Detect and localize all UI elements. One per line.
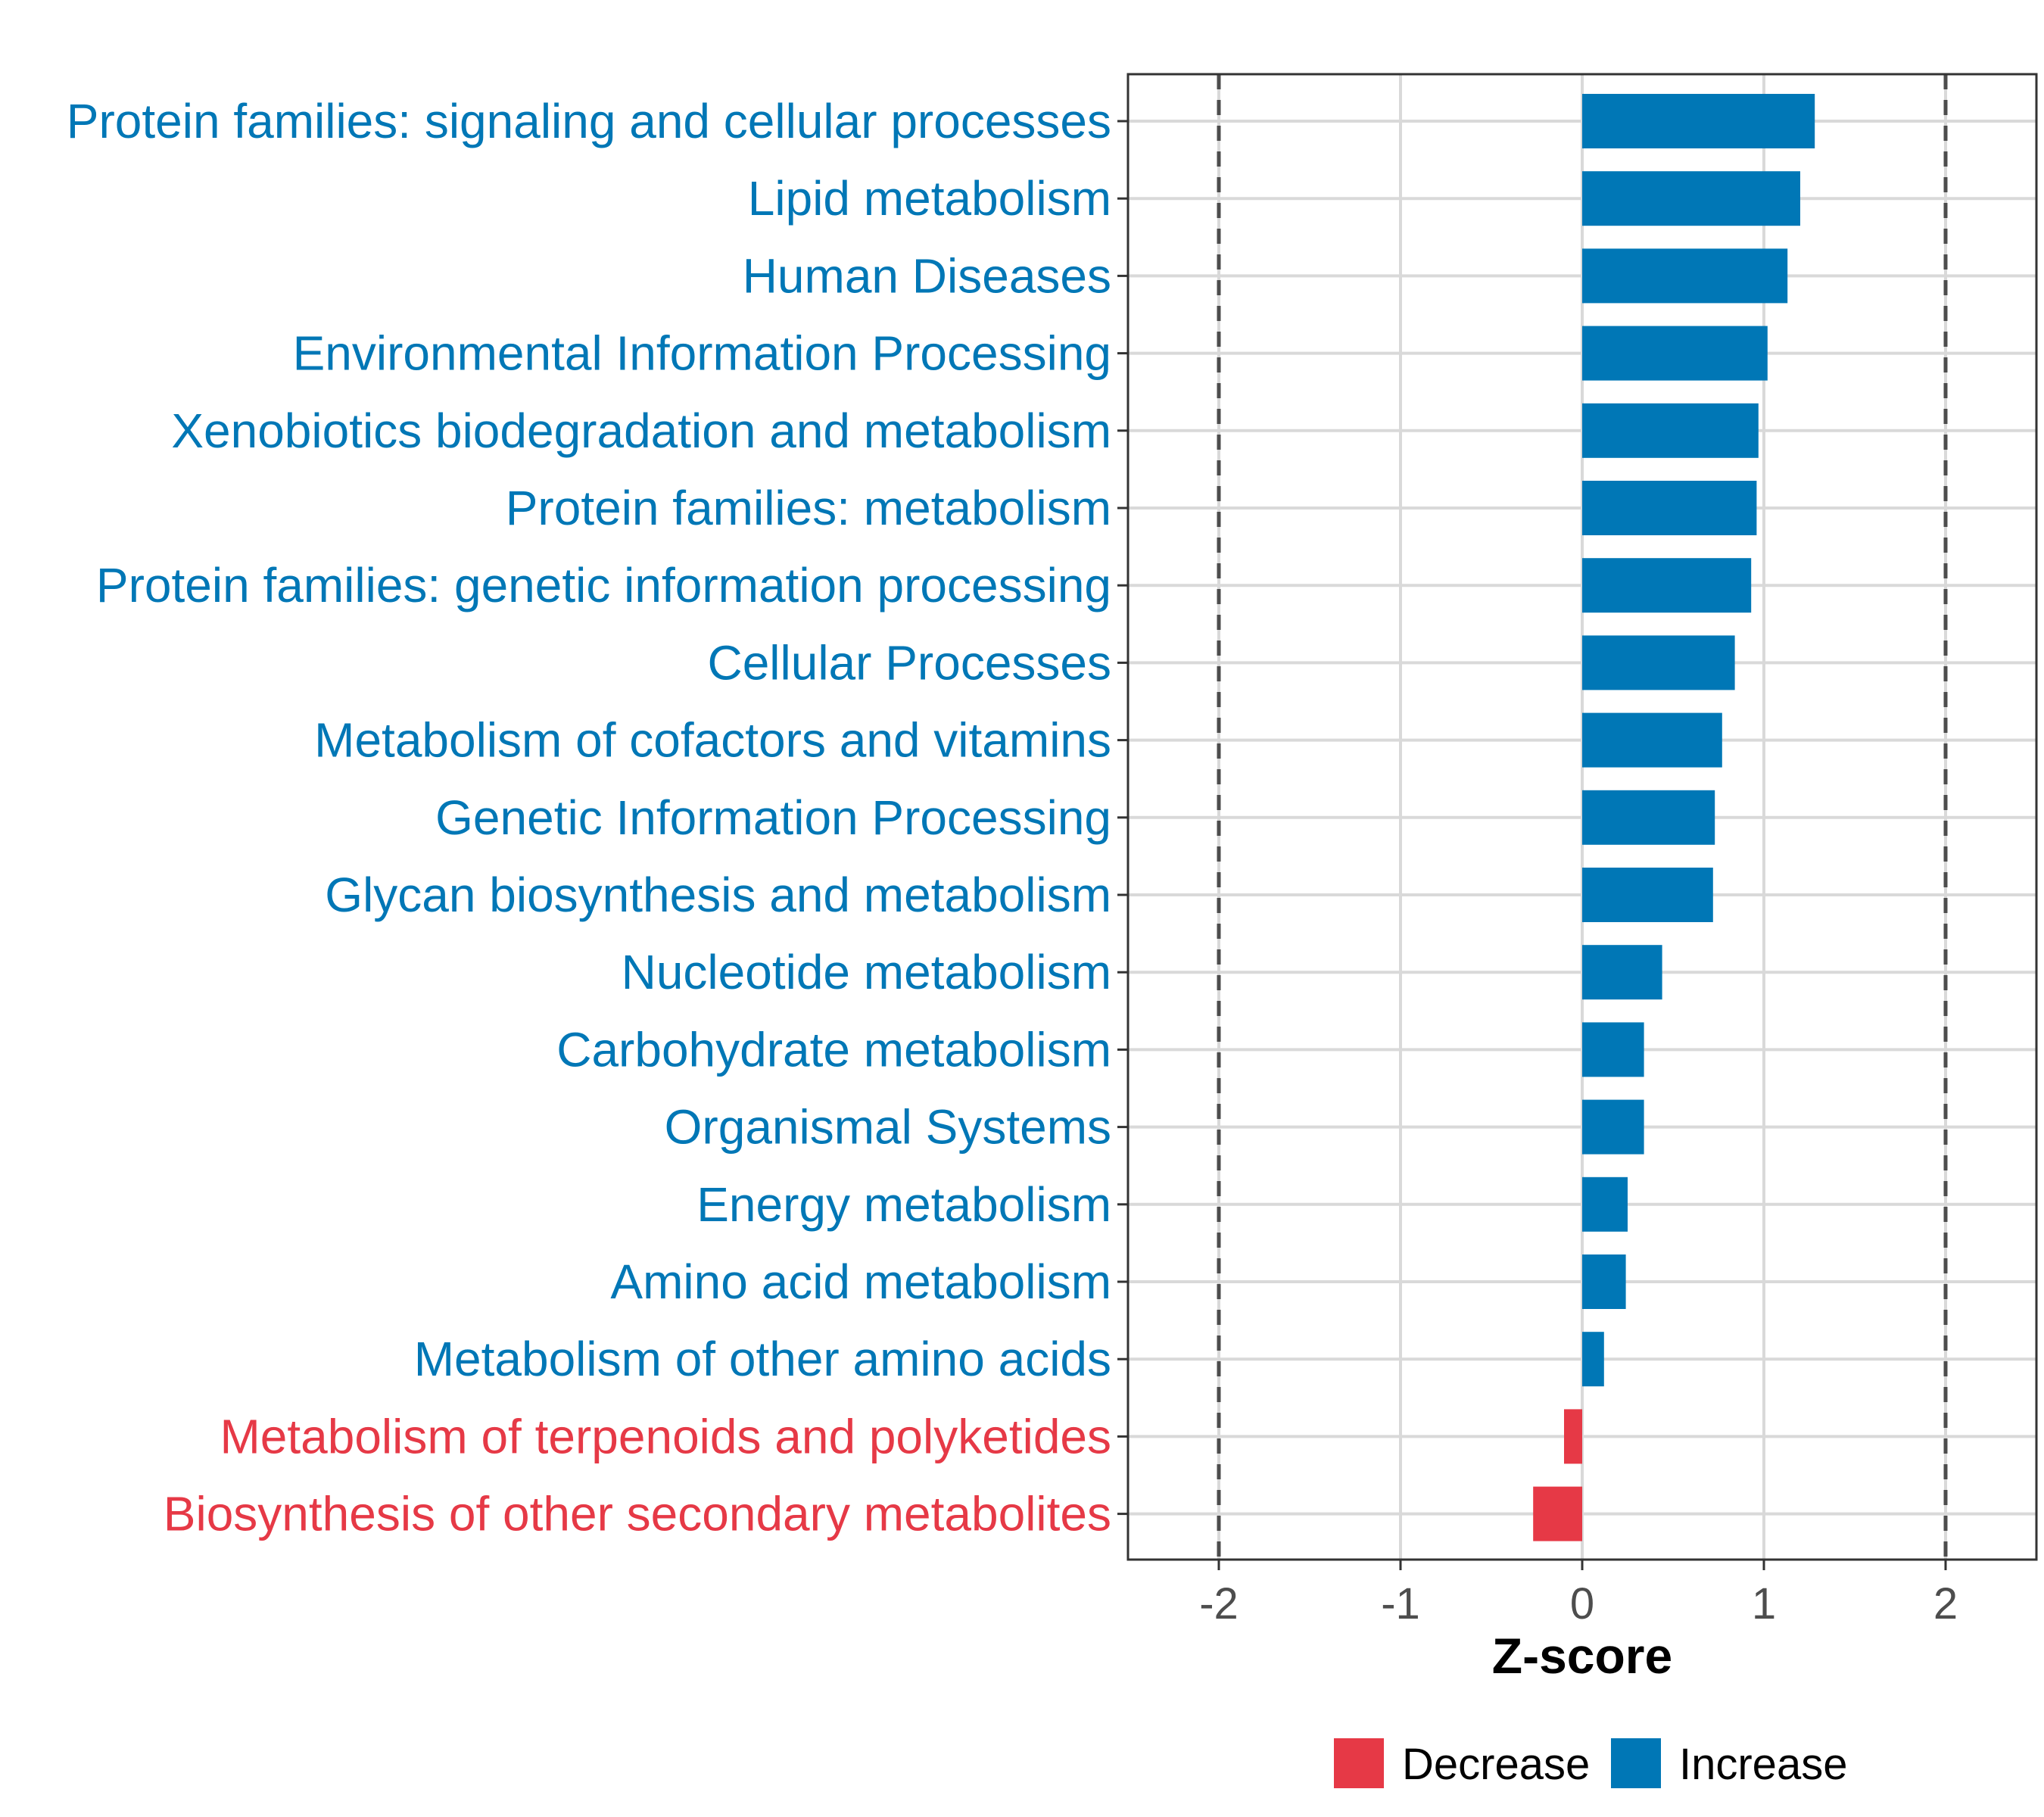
category-label: Genetic Information Processing bbox=[435, 790, 1111, 845]
bar bbox=[1533, 1486, 1582, 1541]
bar bbox=[1582, 558, 1752, 613]
category-label: Amino acid metabolism bbox=[610, 1254, 1111, 1309]
bar bbox=[1582, 248, 1788, 304]
category-label: Human Diseases bbox=[743, 248, 1111, 303]
bar bbox=[1582, 790, 1715, 845]
bar bbox=[1582, 712, 1722, 768]
x-tick-label: 1 bbox=[1752, 1579, 1776, 1628]
category-label: Lipid metabolism bbox=[748, 171, 1111, 226]
category-label: Organismal Systems bbox=[665, 1100, 1111, 1155]
category-label: Carbohydrate metabolism bbox=[556, 1022, 1111, 1077]
category-label: Environmental Information Processing bbox=[293, 326, 1111, 381]
bar bbox=[1582, 868, 1713, 922]
x-tick-label: 2 bbox=[1933, 1579, 1958, 1628]
category-label: Biosynthesis of other secondary metaboli… bbox=[164, 1487, 1111, 1541]
category-label: Metabolism of cofactors and vitamins bbox=[314, 713, 1111, 768]
category-label: Protein families: signaling and cellular… bbox=[67, 94, 1111, 148]
bar bbox=[1582, 1177, 1628, 1232]
bar bbox=[1582, 635, 1735, 690]
category-label: Energy metabolism bbox=[696, 1177, 1111, 1232]
category-label: Protein families: genetic information pr… bbox=[96, 558, 1111, 612]
category-label: Metabolism of other amino acids bbox=[414, 1332, 1111, 1386]
bar bbox=[1582, 326, 1768, 381]
legend-swatch-decrease bbox=[1334, 1738, 1384, 1788]
category-label: Glycan biosynthesis and metabolism bbox=[325, 868, 1111, 922]
x-tick-label: 0 bbox=[1570, 1579, 1594, 1628]
bar bbox=[1582, 94, 1815, 148]
category-label: Xenobiotics biodegradation and metabolis… bbox=[171, 404, 1111, 458]
category-label: Nucleotide metabolism bbox=[622, 945, 1111, 999]
legend-label-increase: Increase bbox=[1679, 1740, 1847, 1789]
bar bbox=[1582, 1022, 1644, 1077]
category-label: Cellular Processes bbox=[707, 635, 1111, 690]
bar bbox=[1582, 1254, 1626, 1309]
category-label: Protein families: metabolism bbox=[506, 481, 1111, 535]
bar bbox=[1582, 1099, 1644, 1155]
x-tick-label: -2 bbox=[1199, 1579, 1239, 1628]
x-tick-label: -1 bbox=[1381, 1579, 1420, 1628]
bar bbox=[1582, 403, 1759, 458]
bar bbox=[1582, 171, 1800, 226]
bar bbox=[1582, 481, 1757, 535]
category-label: Metabolism of terpenoids and polyketides bbox=[220, 1409, 1111, 1463]
bar bbox=[1582, 945, 1662, 1000]
legend-label-decrease: Decrease bbox=[1402, 1740, 1590, 1789]
bar bbox=[1564, 1409, 1582, 1464]
bar bbox=[1582, 1332, 1604, 1387]
x-axis-title: Z-score bbox=[1492, 1628, 1672, 1684]
legend-swatch-increase bbox=[1611, 1738, 1661, 1788]
